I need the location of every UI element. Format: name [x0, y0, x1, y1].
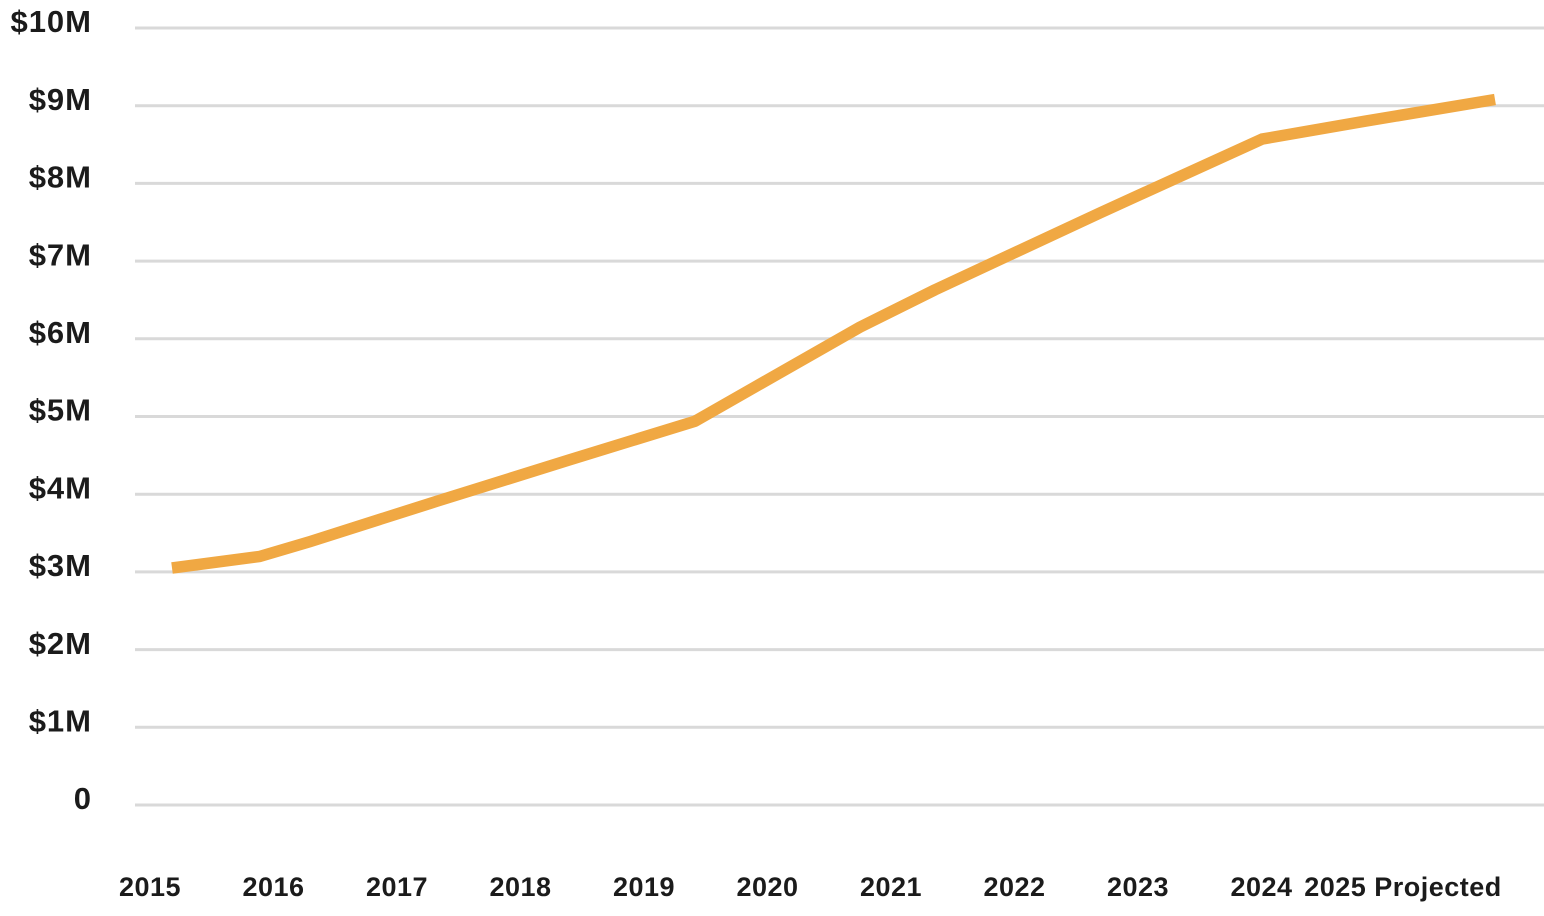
- x-axis-labels-group: 2015 2016 2017 2018 2019 2020 2021 2022 2023 2024…: [119, 872, 1502, 902]
- y-axis-labels-group: $10M $9M $8M $7M $6M $5M $4M $3M $2M $1M 0: [10, 4, 92, 816]
- y-axis-tick-label: $3M: [29, 548, 92, 583]
- y-axis-tick-label: $2M: [29, 626, 92, 661]
- x-axis-tick-label: 2023: [1107, 872, 1169, 902]
- x-axis-tick-label: 2018: [489, 872, 551, 902]
- y-axis-tick-label: $6M: [29, 315, 92, 350]
- x-axis-tick-label: 2016: [242, 872, 304, 902]
- y-axis-tick-label: $8M: [29, 160, 92, 195]
- y-axis-tick-label: $4M: [29, 470, 92, 505]
- y-axis-tick-label: $1M: [29, 703, 92, 738]
- gridlines-group: [135, 26, 1544, 807]
- y-axis-tick-label: $10M: [10, 4, 92, 39]
- y-axis-tick-label: $9M: [29, 82, 92, 117]
- x-axis-tick-label: 2022: [983, 872, 1045, 902]
- y-axis-tick-label: $5M: [29, 393, 92, 428]
- y-axis-tick-label: $7M: [29, 237, 92, 272]
- x-axis-tick-label: 2025 Projected: [1304, 872, 1502, 902]
- x-axis-tick-label: 2017: [366, 872, 428, 902]
- y-axis-tick-label: 0: [74, 781, 92, 816]
- x-axis-tick-label: 2020: [736, 872, 798, 902]
- series-group: [171, 93, 1496, 574]
- x-axis-tick-label: 2021: [860, 872, 922, 902]
- x-axis-tick-label: 2024: [1230, 872, 1292, 902]
- x-axis-tick-label: 2015: [119, 872, 181, 902]
- x-axis-tick-label: 2019: [613, 872, 675, 902]
- revenue-trend-line: [171, 93, 1496, 574]
